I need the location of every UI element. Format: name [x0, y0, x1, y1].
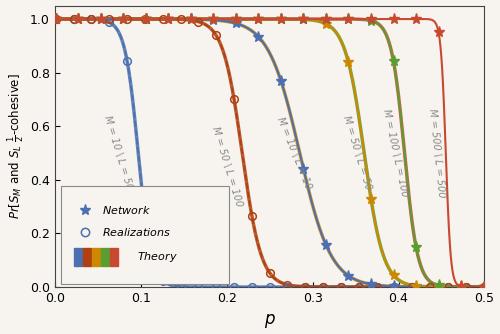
Text: M = 500 \ L = 500: M = 500 \ L = 500 [426, 108, 446, 198]
Bar [92, 247, 100, 266]
Text: M = 10 \ L = 10: M = 10 \ L = 10 [274, 116, 313, 191]
Bar [102, 247, 109, 266]
Bar [83, 247, 91, 266]
Text: $\it{Theory}$: $\it{Theory}$ [136, 250, 177, 264]
X-axis label: p: p [264, 310, 275, 328]
Text: $\it{Network}$: $\it{Network}$ [102, 204, 151, 216]
Bar [74, 247, 82, 266]
Bar [110, 247, 118, 266]
Text: M = 50 \ L = 50: M = 50 \ L = 50 [342, 115, 374, 191]
Text: M = 10 \ L = 50: M = 10 \ L = 50 [102, 115, 134, 191]
Bar [74, 247, 82, 266]
FancyBboxPatch shape [62, 186, 229, 284]
Text: M = 100 \ L = 100: M = 100 \ L = 100 [381, 108, 410, 198]
Text: $\it{Realizations}$: $\it{Realizations}$ [102, 226, 171, 238]
Bar [83, 247, 91, 266]
Text: M = 50 \ L = 100: M = 50 \ L = 100 [210, 125, 244, 208]
Y-axis label: $Pr[S_M\ \mathrm{and}\ S_L\ \frac{1}{2}$-$\mathrm{cohesive}]$: $Pr[S_M\ \mathrm{and}\ S_L\ \frac{1}{2}$… [6, 73, 27, 219]
